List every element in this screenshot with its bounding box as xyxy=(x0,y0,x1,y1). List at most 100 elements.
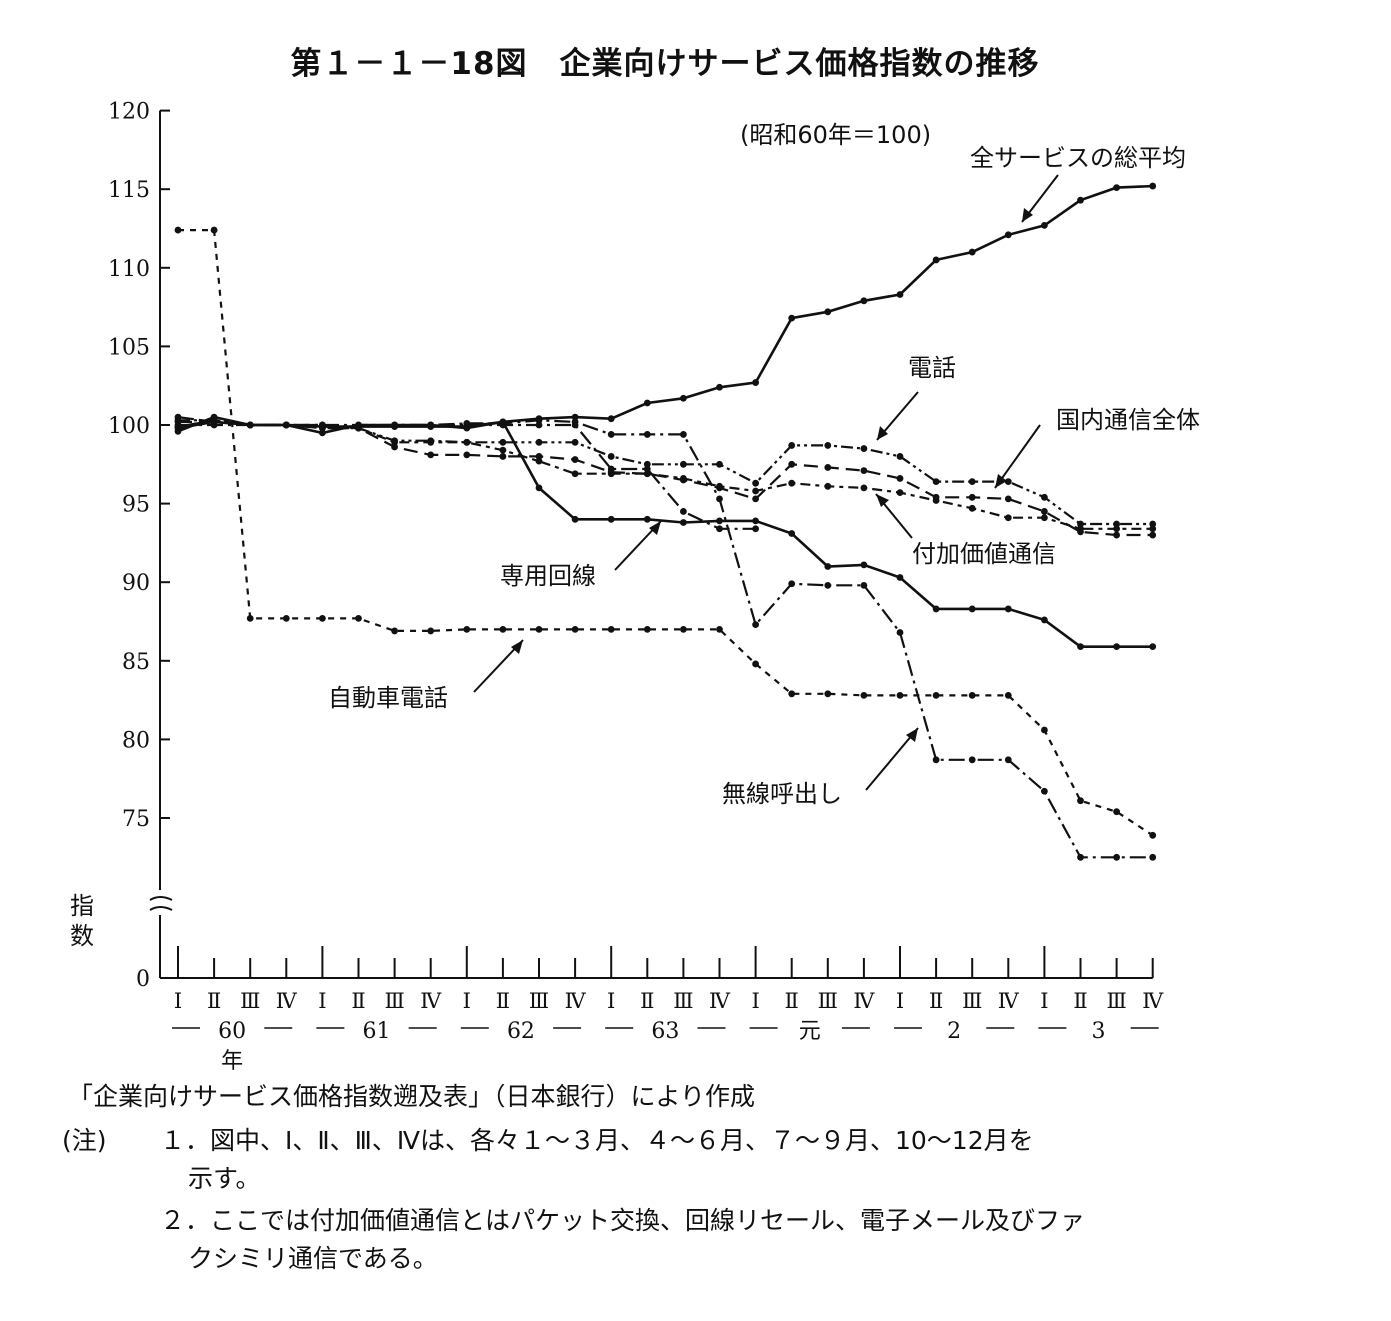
point-5-19 xyxy=(860,561,868,569)
point-3-26 xyxy=(1113,531,1120,539)
base-note: (昭和60年＝100) xyxy=(740,121,931,149)
point-7-4 xyxy=(319,614,326,622)
point-0-11 xyxy=(571,413,579,421)
point-3-16 xyxy=(752,495,759,503)
x-quarter-label-4: Ⅰ xyxy=(318,989,326,1013)
x-quarter-label-12: Ⅰ xyxy=(607,989,615,1013)
point-1-12 xyxy=(607,431,615,438)
point-6-9 xyxy=(499,421,507,429)
point-7-15 xyxy=(716,625,723,633)
note-2-continued: クシミリ通信である。 xyxy=(188,1244,438,1273)
x-quarter-label-6: Ⅲ xyxy=(384,989,404,1013)
point-5-15 xyxy=(716,517,723,525)
point-3-24 xyxy=(1041,508,1048,515)
point-2-25 xyxy=(1077,520,1084,528)
point-5-20 xyxy=(896,574,904,581)
point-6-1 xyxy=(210,421,218,429)
point-2-14 xyxy=(680,460,687,468)
point-3-23 xyxy=(1004,495,1012,503)
year-label-6: 3 xyxy=(1092,1019,1106,1044)
series-line-1-0 xyxy=(177,416,1153,859)
arrowhead-car-phone xyxy=(511,640,523,654)
point-7-20 xyxy=(896,691,904,699)
point-4-26 xyxy=(1113,525,1120,533)
point-0-27 xyxy=(1149,182,1157,190)
point-3-18 xyxy=(824,464,832,471)
point-0-12 xyxy=(607,415,615,423)
y-tick-label-0: 0 xyxy=(136,967,150,992)
note-label: (注) xyxy=(62,1126,107,1155)
point-4-14 xyxy=(680,475,687,482)
x-quarter-label-27: Ⅳ xyxy=(1142,989,1164,1013)
x-quarter-label-9: Ⅱ xyxy=(496,989,510,1013)
point-3-11 xyxy=(571,456,579,463)
point-0-21 xyxy=(932,256,940,264)
point-0-14 xyxy=(680,394,687,402)
y-tick-label-105: 105 xyxy=(108,335,150,360)
arrowhead-pager xyxy=(906,728,918,742)
x-quarter-label-16: Ⅰ xyxy=(751,989,759,1013)
label-all-services: 全サービスの総平均 xyxy=(970,144,1186,172)
y-tick-label-80: 80 xyxy=(122,728,150,753)
point-2-27 xyxy=(1149,520,1157,528)
point-4-7 xyxy=(427,438,435,446)
point-1-10 xyxy=(535,416,543,424)
point-2-9 xyxy=(499,438,507,446)
label-leased-line: 専用回線 xyxy=(500,562,596,590)
point-4-9 xyxy=(499,446,507,454)
point-5-21 xyxy=(932,605,940,613)
point-3-17 xyxy=(788,460,796,468)
note-1: １．図中、Ⅰ、Ⅱ、Ⅲ、Ⅳは、各々１～３月、４～６月、７～９月、10～12月を xyxy=(160,1126,1034,1155)
point-2-26 xyxy=(1113,520,1120,528)
point-6-10 xyxy=(535,421,543,429)
point-1-19 xyxy=(860,581,868,589)
series-line-0-0 xyxy=(177,184,1153,435)
point-6-11 xyxy=(571,421,579,429)
point-4-22 xyxy=(968,504,976,512)
series-line-5-0 xyxy=(177,420,1153,649)
point-7-26 xyxy=(1113,808,1120,816)
point-6-5 xyxy=(355,421,362,429)
point-5-13 xyxy=(643,515,651,523)
point-7-16 xyxy=(752,660,759,668)
point-6-4 xyxy=(319,421,326,429)
point-3-6 xyxy=(391,443,398,451)
label-domestic-total: 国内通信全体 xyxy=(1056,406,1200,434)
year-suffix: 年 xyxy=(221,1049,243,1074)
x-quarter-label-13: Ⅱ xyxy=(640,989,654,1013)
point-2-24 xyxy=(1041,493,1048,501)
annotations: 全サービスの総平均 電話 国内通信全体 付加価値通信 専用回線 自動車電話 無線… xyxy=(328,144,1200,808)
point-0-13 xyxy=(643,399,651,407)
point-7-6 xyxy=(391,627,398,635)
point-7-7 xyxy=(427,627,435,635)
point-4-11 xyxy=(571,470,579,478)
point-4-25 xyxy=(1077,525,1084,533)
y-axis-label-2: 数 xyxy=(70,922,94,950)
point-3-27 xyxy=(1149,531,1157,539)
x-quarter-label-14: Ⅲ xyxy=(673,989,693,1013)
x-quarter-label-26: Ⅲ xyxy=(1106,989,1126,1013)
point-7-17 xyxy=(788,690,796,698)
point-5-27 xyxy=(1149,643,1157,651)
point-1-20 xyxy=(896,629,904,636)
point-6-8 xyxy=(463,421,471,429)
x-quarter-label-1: Ⅱ xyxy=(207,989,221,1013)
x-quarter-label-5: Ⅱ xyxy=(351,989,365,1013)
label-pager: 無線呼出し xyxy=(722,780,842,808)
point-7-21 xyxy=(932,691,940,699)
point-2-11 xyxy=(571,438,579,446)
point-7-2 xyxy=(246,614,254,622)
x-quarter-label-19: Ⅳ xyxy=(853,989,875,1013)
series-0 xyxy=(174,182,1157,437)
point-7-10 xyxy=(535,625,543,633)
series-7 xyxy=(174,226,1157,839)
point-7-5 xyxy=(355,614,362,622)
point-2-22 xyxy=(968,478,976,485)
y-tick-label-90: 90 xyxy=(122,571,150,596)
point-1-17 xyxy=(788,580,796,588)
point-1-23 xyxy=(1004,756,1012,764)
arrow-pager xyxy=(865,727,919,791)
point-6-13 xyxy=(643,465,651,473)
x-quarter-label-2: Ⅲ xyxy=(240,989,260,1013)
